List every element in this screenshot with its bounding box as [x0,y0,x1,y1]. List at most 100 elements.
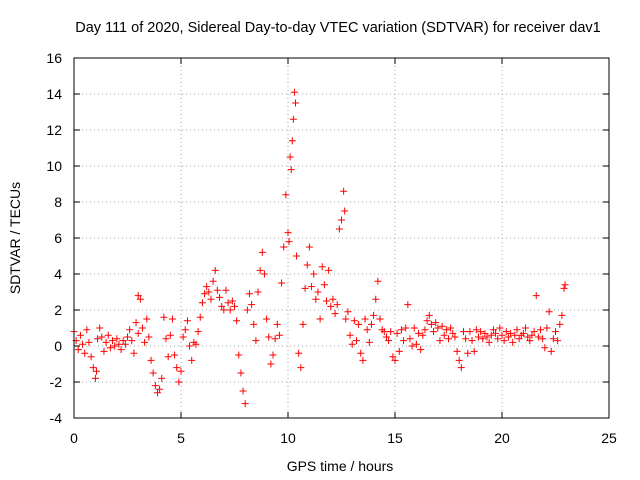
data-point [124,333,131,341]
data-point [391,356,399,364]
data-point [372,295,380,303]
data-point [218,302,226,310]
data-point [285,238,293,246]
data-point [341,207,349,215]
data-point [500,337,508,345]
data-point [141,338,149,346]
data-point [160,313,168,321]
data-point [128,337,136,345]
data-point [81,349,89,357]
data-point [153,389,161,397]
data-point [406,335,414,343]
y-tick-label: 12 [46,122,62,138]
data-point [179,333,187,341]
data-point [455,356,463,364]
x-axis-label: GPS time / hours [287,458,394,474]
data-point [312,295,320,303]
data-point [534,333,542,341]
data-point [301,284,309,292]
data-point [121,340,129,348]
data-point [245,290,253,298]
data-point [239,387,247,395]
data-point [513,326,521,334]
data-point [325,266,333,274]
data-point [412,340,420,348]
data-point [472,326,480,334]
data-point [305,243,313,251]
y-tick-label: 0 [54,338,62,354]
y-tick-label: -4 [50,410,63,426]
data-point [222,286,230,294]
data-point [173,364,181,372]
data-point [421,326,429,334]
data-point [216,293,224,301]
data-point [408,342,416,350]
data-point [477,328,485,336]
data-point [74,346,82,354]
data-point [254,288,262,296]
data-point [342,315,350,323]
data-point [258,248,266,256]
data-point [370,311,378,319]
data-point [344,308,352,316]
data-point [290,88,298,96]
data-point [432,319,440,327]
data-point [417,346,425,354]
data-point [400,337,408,345]
data-point [543,324,551,332]
data-point [404,301,412,309]
data-point [293,252,301,260]
data-point [361,315,369,323]
data-point [515,335,523,343]
data-point [462,335,470,343]
data-point [83,326,91,334]
x-tick-label: 25 [601,430,617,446]
data-point [280,243,288,251]
data-point [226,306,234,314]
data-point [271,335,279,343]
data-point [162,335,170,343]
data-point [143,315,151,323]
data-point [308,283,316,291]
data-point [89,364,97,372]
data-point [147,356,155,364]
data-point [201,290,209,298]
data-point [132,319,140,327]
data-point [434,324,442,332]
data-point [547,347,555,355]
data-point [297,364,305,372]
data-point [134,292,142,300]
data-series [70,88,569,408]
data-point [158,374,166,382]
data-point [278,279,286,287]
data-point [423,317,431,325]
data-point [177,367,185,375]
data-point [209,277,217,285]
data-point [335,225,343,233]
data-point [415,329,423,337]
data-point [113,335,121,343]
data-point [196,313,204,321]
data-point [561,281,569,289]
data-point [287,166,295,174]
data-point [186,342,194,350]
data-point [252,337,260,345]
data-point [106,344,114,352]
y-axis-label: SDTVAR / TECUs [7,182,23,294]
data-point [183,317,191,325]
y-tick-label: 16 [46,50,62,66]
data-point [496,324,504,332]
data-point [220,306,228,314]
data-point [275,331,283,339]
data-point [445,335,452,343]
data-point [348,340,356,348]
data-point [530,328,538,336]
data-point [459,328,467,336]
grid [74,58,609,418]
data-point [284,229,292,237]
data-point [111,342,119,350]
data-point [402,324,410,332]
data-point [470,347,478,355]
data-point [483,333,491,341]
data-point [224,299,232,307]
